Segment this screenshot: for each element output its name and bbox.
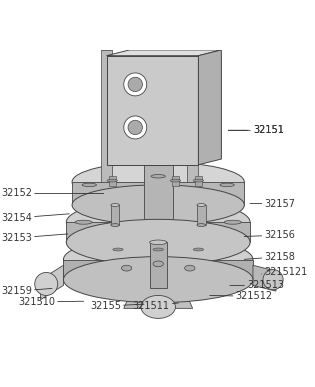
Ellipse shape [72, 162, 244, 202]
Polygon shape [66, 222, 250, 242]
Ellipse shape [141, 295, 175, 319]
Text: 32158: 32158 [244, 252, 295, 262]
Ellipse shape [124, 116, 147, 139]
Ellipse shape [151, 175, 165, 178]
Ellipse shape [35, 272, 58, 295]
Ellipse shape [122, 265, 132, 271]
Ellipse shape [111, 224, 119, 226]
Ellipse shape [111, 204, 119, 206]
Bar [195, 176, 202, 186]
Ellipse shape [224, 220, 242, 224]
Ellipse shape [197, 204, 206, 206]
Ellipse shape [113, 248, 123, 251]
Ellipse shape [193, 179, 203, 182]
Text: 3215121: 3215121 [261, 267, 308, 277]
Bar [197, 205, 206, 225]
Bar [144, 165, 173, 222]
Polygon shape [253, 265, 276, 291]
Bar [109, 176, 116, 186]
Ellipse shape [193, 248, 203, 251]
Ellipse shape [63, 236, 253, 283]
Bar [172, 176, 179, 186]
Ellipse shape [263, 270, 283, 290]
Ellipse shape [153, 261, 163, 267]
Bar [106, 56, 198, 165]
Ellipse shape [72, 185, 244, 225]
Text: 32154: 32154 [1, 213, 69, 223]
Text: 321512: 321512 [210, 291, 273, 301]
Polygon shape [40, 265, 63, 300]
Text: 321511: 321511 [133, 301, 178, 312]
Text: 32156: 32156 [244, 230, 295, 240]
Text: 32151: 32151 [228, 125, 284, 135]
Ellipse shape [107, 179, 117, 182]
Ellipse shape [128, 120, 142, 135]
Bar [101, 50, 112, 182]
Text: 32153: 32153 [1, 233, 68, 243]
Polygon shape [198, 50, 221, 165]
Ellipse shape [197, 224, 206, 226]
Text: 32152: 32152 [1, 188, 104, 199]
Polygon shape [187, 47, 210, 50]
Polygon shape [124, 283, 193, 308]
Ellipse shape [220, 183, 234, 187]
Ellipse shape [66, 219, 250, 265]
Bar [187, 50, 198, 182]
Ellipse shape [124, 73, 147, 96]
Ellipse shape [66, 199, 250, 245]
Ellipse shape [185, 265, 195, 271]
Polygon shape [106, 50, 221, 56]
Polygon shape [101, 47, 124, 50]
Text: 321513: 321513 [230, 281, 284, 290]
Polygon shape [72, 182, 244, 205]
Ellipse shape [75, 220, 92, 224]
Ellipse shape [63, 257, 253, 303]
Ellipse shape [82, 183, 96, 187]
Polygon shape [63, 260, 253, 280]
Text: 32159: 32159 [1, 286, 52, 296]
Text: 32157: 32157 [250, 199, 295, 209]
Ellipse shape [153, 248, 163, 251]
Bar [150, 242, 167, 288]
Ellipse shape [128, 77, 142, 92]
Text: 32151: 32151 [228, 125, 284, 135]
Text: 32155: 32155 [90, 301, 144, 311]
Bar [111, 205, 119, 225]
Ellipse shape [170, 179, 180, 182]
Ellipse shape [150, 240, 167, 245]
Text: 321510: 321510 [18, 297, 84, 307]
